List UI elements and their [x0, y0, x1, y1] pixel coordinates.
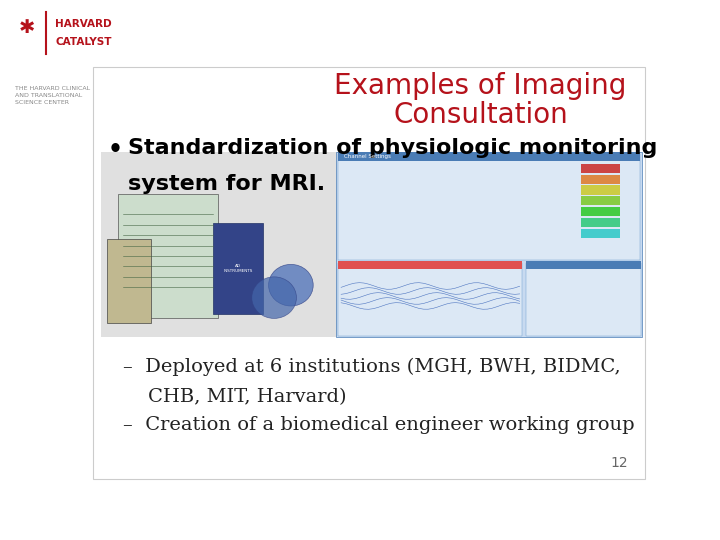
Text: Consultation: Consultation — [393, 101, 568, 129]
Text: system for MRI.: system for MRI. — [128, 174, 325, 194]
Bar — [213, 223, 263, 314]
Text: •: • — [108, 138, 123, 161]
Text: CHB, MIT, Harvard): CHB, MIT, Harvard) — [124, 388, 347, 406]
Bar — [581, 218, 620, 227]
Bar — [581, 196, 620, 205]
Bar — [107, 239, 151, 322]
Bar — [581, 228, 620, 238]
Bar — [118, 194, 218, 319]
Text: AD
INSTRUMENTS: AD INSTRUMENTS — [223, 264, 253, 273]
Bar — [581, 174, 620, 184]
Text: THE HARVARD CLINICAL
AND TRANSLATIONAL
SCIENCE CENTER: THE HARVARD CLINICAL AND TRANSLATIONAL S… — [15, 86, 90, 105]
Text: Examples of Imaging: Examples of Imaging — [334, 72, 627, 100]
Ellipse shape — [269, 265, 313, 306]
Bar — [336, 152, 642, 337]
Text: Channel Settings: Channel Settings — [344, 154, 391, 159]
Bar — [526, 261, 641, 269]
Bar — [101, 152, 347, 337]
Bar — [338, 263, 523, 336]
Text: Standardization of physiologic monitoring: Standardization of physiologic monitorin… — [128, 138, 657, 158]
Text: HARVARD: HARVARD — [55, 18, 112, 29]
Text: –  Deployed at 6 institutions (MGH, BWH, BIDMC,: – Deployed at 6 institutions (MGH, BWH, … — [124, 358, 621, 376]
Bar — [338, 261, 523, 269]
Ellipse shape — [252, 277, 297, 319]
Bar — [581, 164, 620, 173]
Bar — [526, 263, 641, 336]
Text: ✱: ✱ — [19, 18, 35, 37]
Text: 12: 12 — [611, 456, 629, 470]
Bar — [581, 185, 620, 194]
Bar — [338, 154, 639, 260]
Bar — [338, 152, 639, 161]
Text: CATALYST: CATALYST — [55, 37, 112, 47]
Text: –  Creation of a biomedical engineer working group: – Creation of a biomedical engineer work… — [124, 416, 635, 434]
Bar — [581, 207, 620, 216]
